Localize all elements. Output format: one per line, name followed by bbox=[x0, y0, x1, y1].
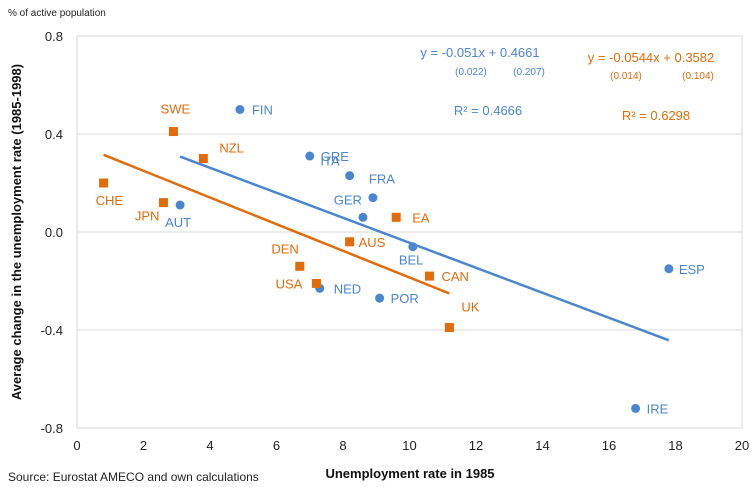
data-point bbox=[345, 237, 355, 247]
standard-error: (0.014) bbox=[610, 71, 642, 82]
standard-error: (0.104) bbox=[682, 71, 714, 82]
data-point bbox=[391, 212, 401, 222]
y-axis-title: Average change in the unemployment rate … bbox=[9, 64, 24, 400]
r-squared: R² = 0.4666 bbox=[454, 103, 522, 118]
trend-line bbox=[103, 153, 450, 295]
data-point bbox=[305, 151, 315, 161]
point-label: DEN bbox=[271, 241, 298, 256]
x-tick-label: 12 bbox=[469, 438, 483, 453]
x-tick-label: 10 bbox=[402, 438, 416, 453]
point-label: NZL bbox=[219, 141, 244, 156]
x-tick-label: 4 bbox=[206, 438, 213, 453]
x-tick-label: 14 bbox=[535, 438, 549, 453]
point-label: FRA bbox=[369, 172, 395, 187]
point-label: JPN bbox=[135, 209, 160, 224]
point-label: CAN bbox=[441, 269, 468, 284]
point-label: NED bbox=[334, 281, 361, 296]
y-tick-label: -0.8 bbox=[41, 421, 63, 436]
data-point bbox=[444, 323, 454, 333]
x-tick-label: 6 bbox=[273, 438, 280, 453]
point-label: GRE bbox=[321, 149, 350, 164]
point-label: POR bbox=[391, 291, 419, 306]
point-label: IRE bbox=[647, 401, 669, 416]
standard-error: (0.207) bbox=[513, 67, 545, 78]
x-tick-label: 16 bbox=[602, 438, 616, 453]
data-point bbox=[99, 178, 109, 188]
point-label: ESP bbox=[679, 262, 705, 277]
x-tick-label: 0 bbox=[73, 438, 80, 453]
y-tick-label: 0.0 bbox=[45, 225, 63, 240]
x-axis-title: Unemployment rate in 1985 bbox=[325, 466, 494, 481]
data-point bbox=[168, 127, 178, 137]
point-label: AUS bbox=[359, 235, 386, 250]
x-tick-label: 8 bbox=[339, 438, 346, 453]
point-label: UK bbox=[461, 300, 479, 315]
data-point bbox=[345, 171, 355, 181]
data-point bbox=[198, 154, 208, 163]
data-point bbox=[631, 403, 641, 413]
y-tick-label: 0.8 bbox=[45, 29, 63, 44]
point-label: USA bbox=[276, 276, 303, 291]
x-axis: 0 2 4 6 8 10 12 14 16 18 20 bbox=[73, 438, 749, 453]
data-point bbox=[408, 242, 418, 252]
x-tick-label: 18 bbox=[668, 438, 682, 453]
point-label: FIN bbox=[252, 103, 273, 118]
trend-lines bbox=[103, 153, 670, 342]
data-point bbox=[158, 198, 168, 208]
data-point bbox=[664, 264, 674, 274]
standard-error: (0.022) bbox=[455, 67, 487, 78]
data-point bbox=[368, 193, 378, 203]
point-label: SWE bbox=[161, 102, 191, 117]
point-label: ITA bbox=[320, 154, 340, 169]
data-point bbox=[424, 271, 434, 281]
data-point bbox=[358, 212, 368, 222]
x-tick-label: 2 bbox=[140, 438, 147, 453]
point-label: CHE bbox=[96, 193, 124, 208]
data-point bbox=[175, 200, 185, 210]
grid-lines bbox=[76, 35, 743, 429]
x-tick-label: 20 bbox=[735, 438, 749, 453]
y-tick-label: 0.4 bbox=[45, 127, 63, 142]
regression-equation: y = -0.051x + 0.4661 bbox=[420, 45, 539, 60]
r-squared: R² = 0.6298 bbox=[622, 108, 690, 123]
trend-line bbox=[179, 155, 670, 342]
regression-equation: y = -0.0544x + 0.3582 bbox=[588, 50, 714, 65]
point-label: EA bbox=[412, 210, 430, 225]
data-point bbox=[311, 278, 321, 288]
source-note: Source: Eurostat AMECO and own calculati… bbox=[8, 470, 259, 484]
y-axis: 0.8 0.4 0.0 -0.4 -0.8 bbox=[41, 29, 63, 436]
data-point bbox=[375, 293, 385, 303]
data-points bbox=[99, 105, 674, 413]
data-point bbox=[295, 261, 305, 271]
point-label: BEL bbox=[399, 253, 424, 268]
y-tick-label: -0.4 bbox=[41, 323, 63, 338]
data-point bbox=[235, 105, 245, 114]
regression-annotations: y = -0.051x + 0.4661 (0.022) (0.207) R² = 0… bbox=[420, 45, 714, 123]
unit-note: % of active population bbox=[8, 8, 106, 19]
point-label: AUT bbox=[165, 215, 191, 230]
point-label: GER bbox=[334, 192, 362, 207]
